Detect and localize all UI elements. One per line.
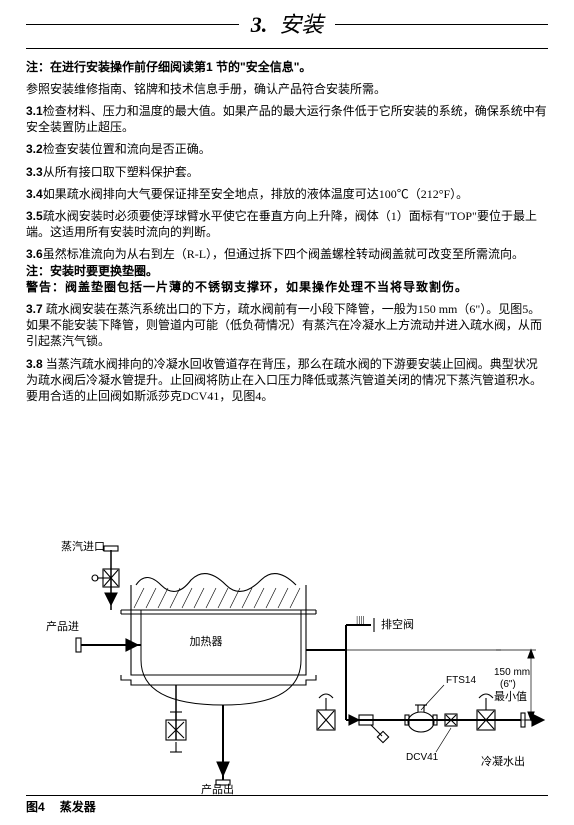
figure-caption-num: 图4 (26, 800, 45, 814)
sec-3-3: 3.3从所有接口取下塑料保护套。 (26, 164, 548, 180)
sec-num-3-5: 3.5 (26, 209, 43, 223)
chapter-number: 3. (251, 10, 268, 40)
page: 3. 安装 注：在进行安装操作前仔细阅读第1 节的"安全信息"。 参照安装维修指… (0, 0, 574, 404)
sec-3-5: 3.5疏水阀安装时必须要使浮球臂水平使它在垂直方向上升降，阀体（1）面标有"TO… (26, 208, 548, 240)
sec-num-3-6: 3.6 (26, 247, 43, 261)
sec-3-6-text: 虽然标准流向为从右到左（R-L），但通过拆下四个阀盖螺栓转动阀盖就可改变至所需流… (43, 247, 524, 261)
sec-num-3-4: 3.4 (26, 187, 43, 201)
rule-left (26, 24, 239, 25)
label-heater: 加热器 (190, 635, 223, 648)
figure-4: |||| (26, 530, 548, 815)
sec-num-3-3: 3.3 (26, 165, 43, 179)
vent-icon: |||| (356, 614, 365, 626)
sec-3-3-text: 从所有接口取下塑料保护套。 (43, 165, 199, 179)
rule-right (335, 24, 548, 25)
label-vent: 排空阀 (381, 617, 414, 631)
sec-num-3-8: 3.8 (26, 357, 43, 371)
sec-3-2: 3.2检查安装位置和流向是否正确。 (26, 141, 548, 157)
sec-3-4: 3.4如果疏水阀排向大气要保证排至安全地点，排放的液体温度可达100℃（212°… (26, 186, 548, 202)
label-cond-out: 冷凝水出 (481, 754, 525, 768)
sec-3-1: 3.1检查材料、压力和温度的最大值。如果产品的最大运行条件低于它所安装的系统，确… (26, 103, 548, 135)
sec-num-3-2: 3.2 (26, 142, 43, 156)
header-underline (26, 48, 548, 49)
label-steam-in: 蒸汽进口 (61, 539, 105, 553)
figure-caption-rule (26, 795, 548, 796)
dim-min: 最小值 (494, 690, 527, 703)
sec-3-6: 3.6虽然标准流向为从右到左（R-L），但通过拆下四个阀盖螺栓转动阀盖就可改变至… (26, 246, 548, 262)
sec-3-8: 3.8 当蒸汽疏水阀排向的冷凝水回收管道存在背压，那么在疏水阀的下游要安装止回阀… (26, 356, 548, 405)
dim-6in: (6") (500, 679, 516, 690)
sec-3-5-text: 疏水阀安装时必须要使浮球臂水平使它在垂直方向上升降，阀体（1）面标有"TOP"要… (26, 209, 537, 239)
sec-3-1-text: 检查材料、压力和温度的最大值。如果产品的最大运行条件低于它所安装的系统，确保系统… (26, 104, 547, 134)
sec-3-6-note: 注：安装时要更换垫圈。 (26, 263, 548, 279)
note-header: 注：在进行安装操作前仔细阅读第1 节的"安全信息"。 (26, 59, 548, 75)
sec-num-3-1: 3.1 (26, 104, 43, 118)
sec-3-7-text: 疏水阀安装在蒸汽系统出口的下方，疏水阀前有一小段下降管，一般为150 mm（6"… (26, 302, 542, 348)
sec-3-4-text: 如果疏水阀排向大气要保证排至安全地点，排放的液体温度可达100℃（212°F）。 (43, 187, 468, 201)
chapter-title: 安装 (279, 10, 323, 40)
label-dcv41: DCV41 (406, 752, 439, 763)
label-fts14: FTS14 (446, 675, 476, 686)
sec-3-2-text: 检查安装位置和流向是否正确。 (43, 142, 211, 156)
label-product-in: 产品进 (46, 619, 79, 633)
sec-3-7: 3.7 疏水阀安装在蒸汽系统出口的下方，疏水阀前有一小段下降管，一般为150 m… (26, 301, 548, 350)
figure-4-svg: |||| (26, 530, 548, 815)
dim-150mm: 150 mm (494, 667, 530, 678)
sec-num-3-7: 3.7 (26, 302, 43, 316)
sec-3-8-text: 当蒸汽疏水阀排向的冷凝水回收管道存在背压，那么在疏水阀的下游要安装止回阀。典型状… (26, 357, 542, 403)
figure-caption-wrap: 图4 蒸发器 (26, 795, 548, 815)
intro-paragraph: 参照安装维修指南、铭牌和技术信息手册，确认产品符合安装所需。 (26, 81, 548, 97)
warning-line: 警告：阀盖垫圈包括一片薄的不锈钢支撑环，如果操作处理不当将导致割伤。 (26, 279, 548, 295)
figure-caption-title: 蒸发器 (60, 800, 96, 814)
chapter-header: 3. 安装 (26, 10, 548, 40)
